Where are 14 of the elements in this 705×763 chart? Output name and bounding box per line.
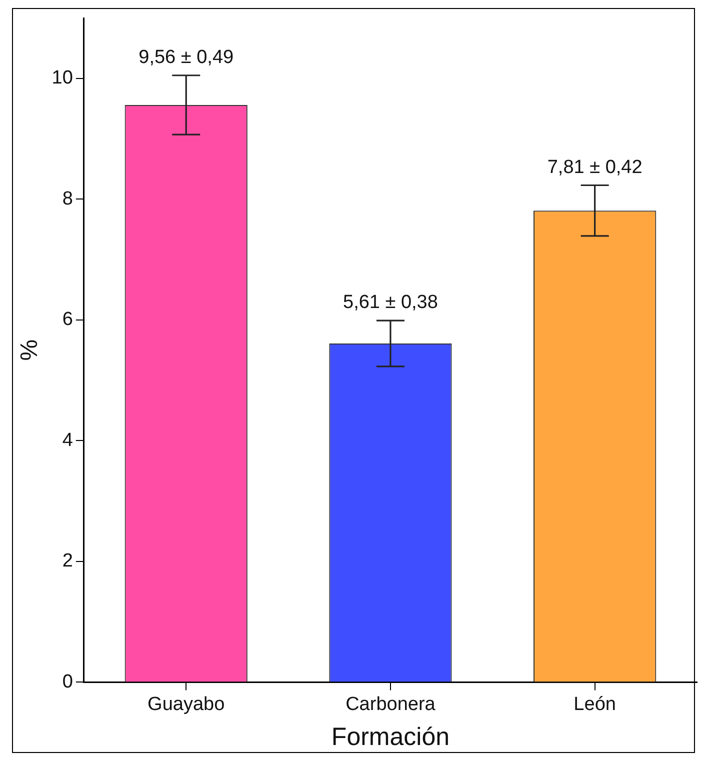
x-axis-title: Formación xyxy=(331,722,450,751)
data-label: 9,56 ± 0,49 xyxy=(138,47,234,68)
y-tick-label: 4 xyxy=(62,430,74,451)
y-tick-label: 0 xyxy=(62,671,73,692)
y-axis-title: % xyxy=(16,339,44,361)
x-tick-label: Guayabo xyxy=(148,694,225,715)
data-label: 7,81 ± 0,42 xyxy=(547,156,642,178)
y-tick-label: 8 xyxy=(62,188,73,210)
y-tick-label: 6 xyxy=(62,309,73,330)
y-tick-label: 2 xyxy=(62,550,73,572)
y-tick-label: 10 xyxy=(52,68,73,89)
data-label: 5,61 ± 0,38 xyxy=(342,292,438,314)
x-tick-label: León xyxy=(574,694,616,715)
x-tick-label: Carbonera xyxy=(346,694,436,715)
